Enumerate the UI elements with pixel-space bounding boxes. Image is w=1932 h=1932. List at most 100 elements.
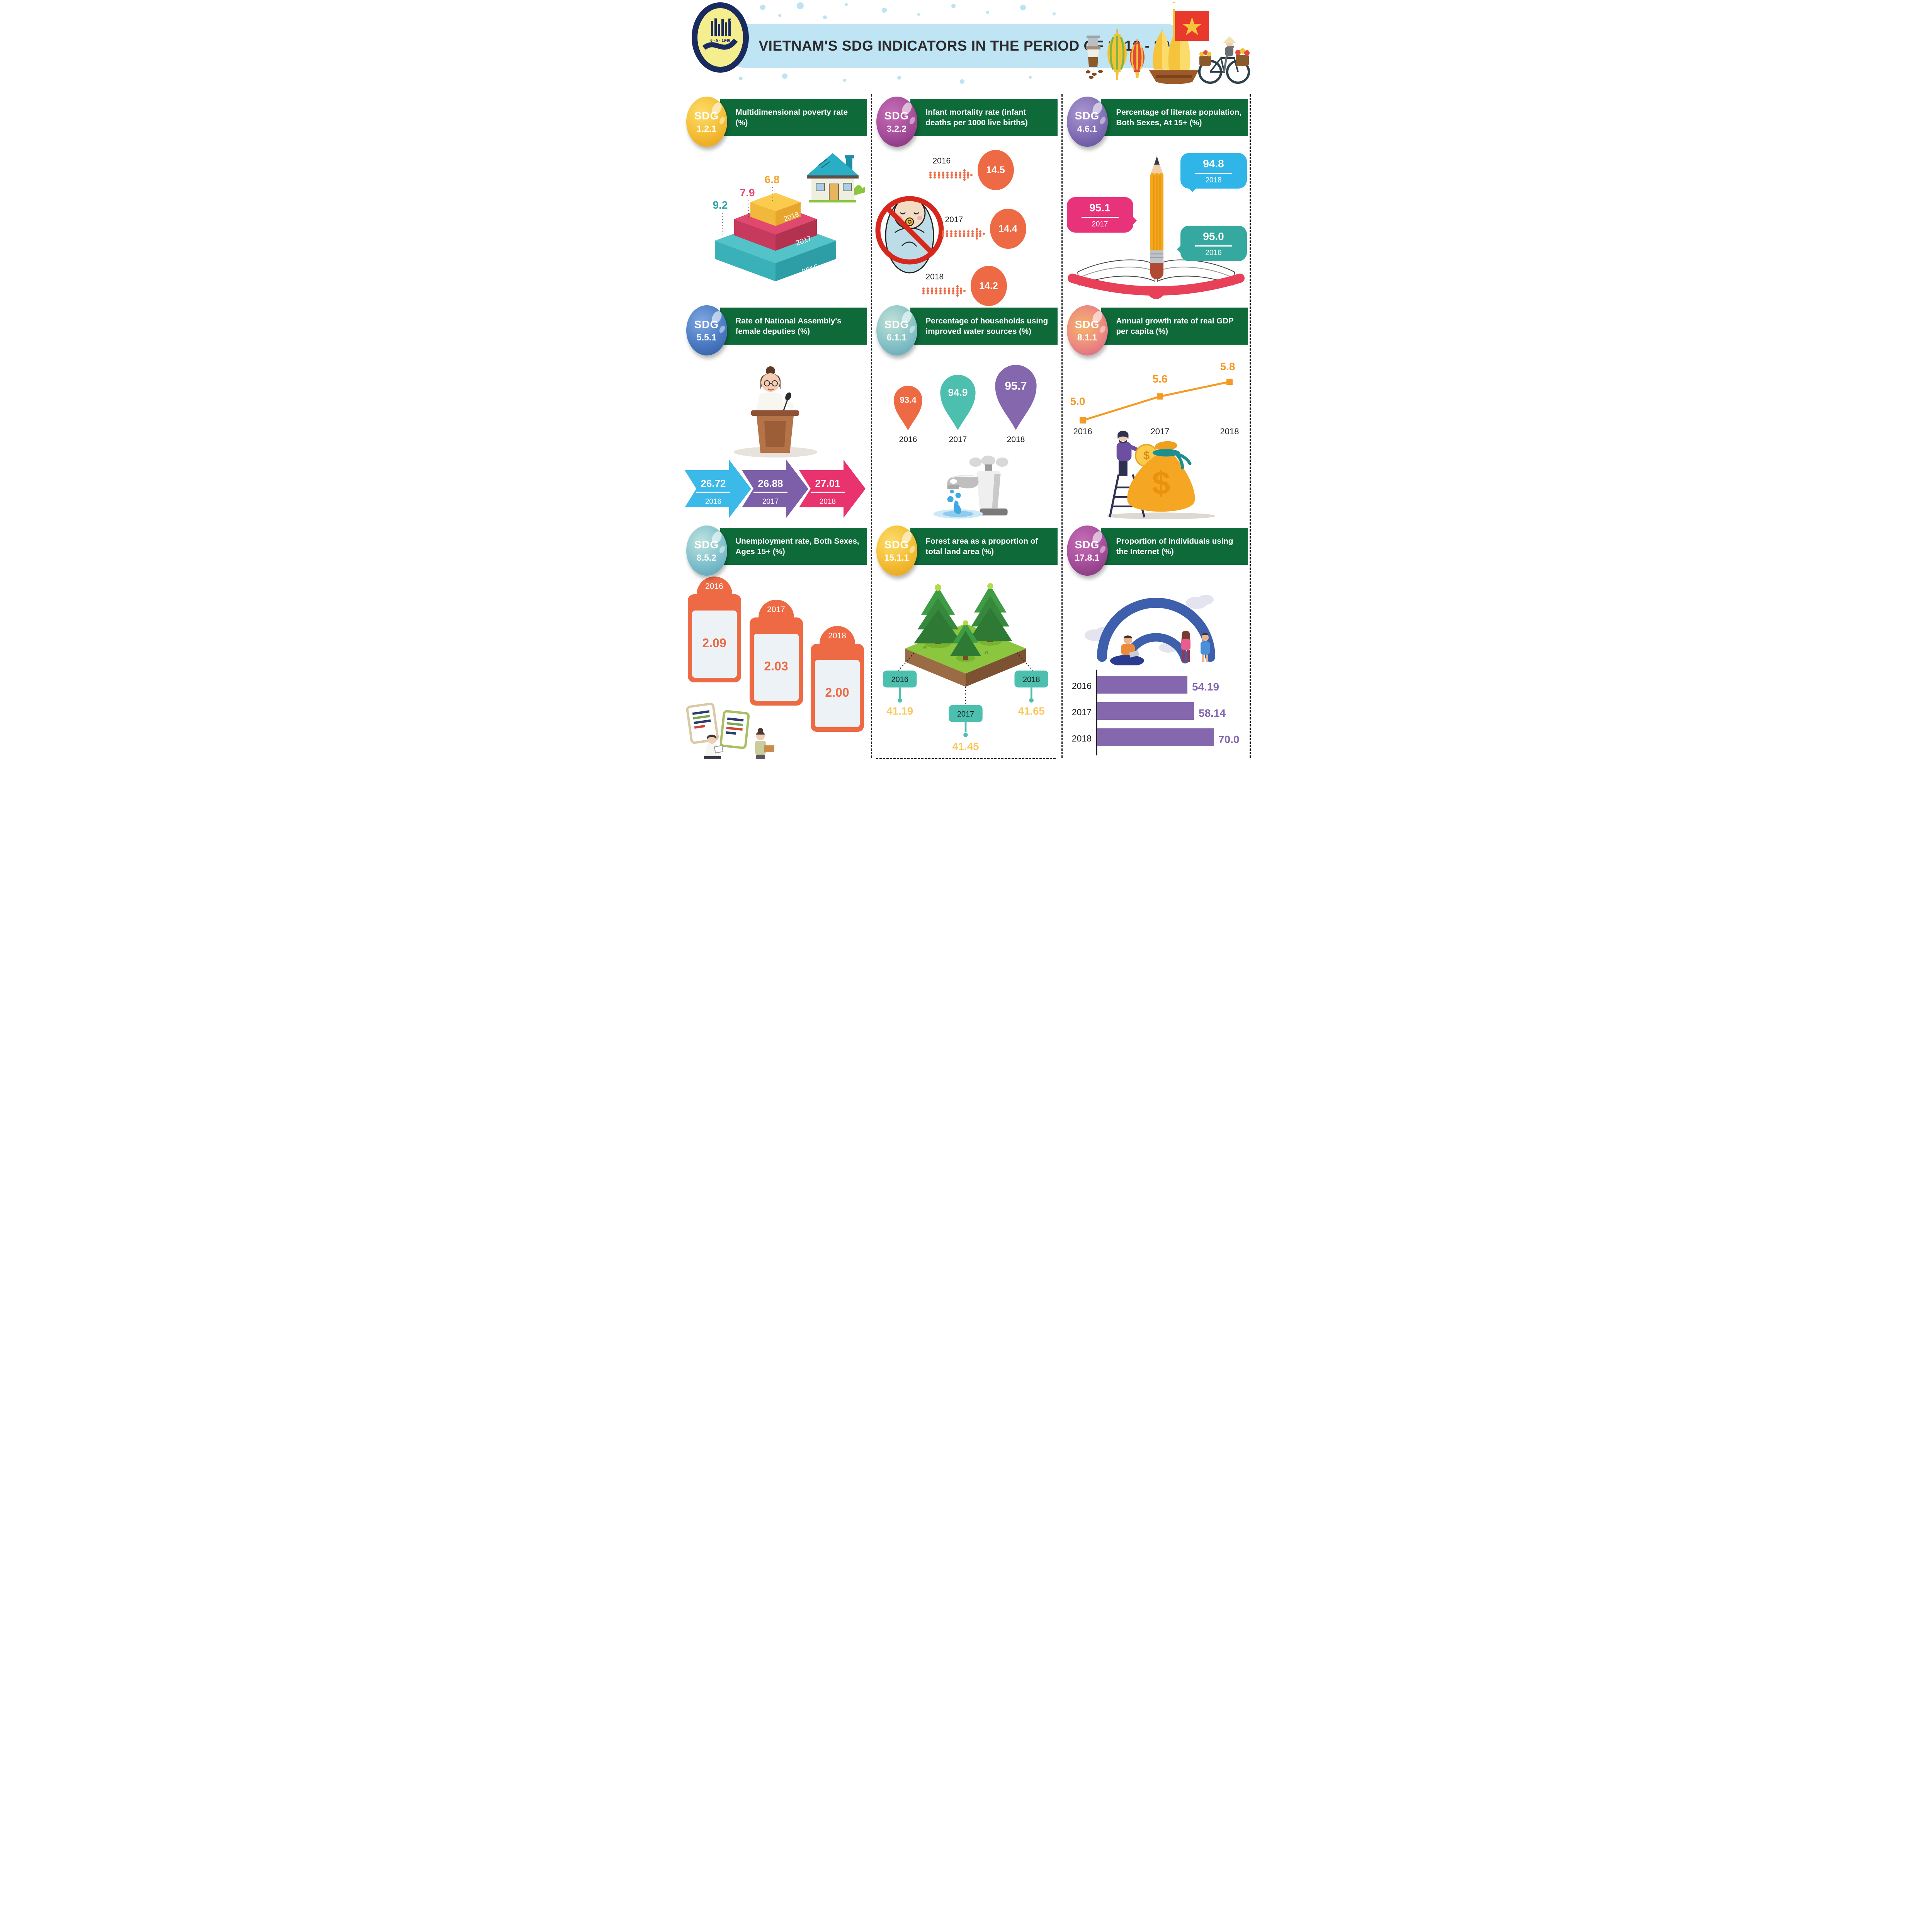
imr-left: 2018 xyxy=(920,272,968,299)
faucet-icon xyxy=(933,456,1009,519)
dot-decoration xyxy=(959,79,964,84)
vietnam-flag-icon xyxy=(1172,2,1209,60)
indicator-title: Rate of National Assembly's female deput… xyxy=(735,316,842,336)
panel-head: SDG 8.5.2 Unemployment rate, Both Sexes,… xyxy=(685,526,867,577)
sdg-badge: SDG 1.2.1 xyxy=(686,97,727,147)
clipboard-paper xyxy=(815,660,860,727)
panel-head: SDG 15.1.1 Forest area as a proportion o… xyxy=(875,526,1058,577)
value-label: 5.0 xyxy=(1070,395,1085,407)
badge-code: 17.8.1 xyxy=(1075,552,1100,563)
internet-bar-chart: 2016 54.19 2017 58.14 2018 70.0 xyxy=(1071,670,1240,755)
sdg-badge: SDG 6.1.1 xyxy=(876,305,917,355)
dot-decoration xyxy=(1028,76,1032,79)
gso-logo: CHXHCN VIỆT NAM 6 - 5 - 1946 TỔNG CỤC TH… xyxy=(691,2,749,73)
indicator-banner: Unemployment rate, Both Sexes, Ages 15+ … xyxy=(720,528,867,565)
year-label: 2018 xyxy=(1007,435,1025,444)
year-label: 2016 xyxy=(891,675,908,684)
svg-text:$: $ xyxy=(1152,465,1170,501)
indicator-banner: Percentage of households using improved … xyxy=(910,308,1058,345)
pin-2017: 94.9 2017 xyxy=(936,369,980,444)
year-label: 2017 xyxy=(767,605,785,614)
year-label: 2017 xyxy=(945,215,963,224)
dot-decoration xyxy=(951,4,956,8)
year-label: 2016 xyxy=(705,582,723,591)
panel-sdg-15-1-1: SDG 15.1.1 Forest area as a proportion o… xyxy=(871,521,1061,761)
dot-decoration xyxy=(881,8,887,13)
pin-2016: 93.4 2016 xyxy=(890,381,926,444)
panel-sdg-6-1-1: SDG 6.1.1 Percentage of households using… xyxy=(871,301,1061,521)
value-label: 95.0 xyxy=(1203,230,1224,242)
sdg-badge: SDG 3.2.2 xyxy=(876,97,917,147)
panel-sdg-5-5-1: SDG 5.5.1 Rate of National Assembly's fe… xyxy=(681,301,871,521)
woman-podium-icon xyxy=(733,366,817,457)
panel-sdg-8-5-2: SDG 8.5.2 Unemployment rate, Both Sexes,… xyxy=(681,521,871,761)
value-label: 27.01 xyxy=(815,478,840,489)
indicator-banner: Rate of National Assembly's female deput… xyxy=(720,308,867,345)
arrow-ribbons-chart: 26.72 2016 26.88 2017 27.01 2018 xyxy=(684,460,866,518)
clipboard-knob: 2016 xyxy=(696,577,732,612)
value-bubble: 14.4 xyxy=(990,209,1026,249)
badge-code: 3.2.2 xyxy=(886,123,907,134)
dot-decoration xyxy=(738,77,743,80)
clipboard-knob: 2017 xyxy=(758,600,794,635)
imr-left: 2016 xyxy=(927,156,975,184)
money-bag-icon: $ $ xyxy=(1106,430,1215,519)
gdp-growth-chart: 5.0 5.6 5.8 2016 2017 2018 xyxy=(1065,359,1248,519)
dotted-arrow-icon xyxy=(941,228,985,240)
literacy-chart: 95.1 2017 94.8 2018 95.0 2016 xyxy=(1065,150,1248,299)
wifi-people-icon xyxy=(1084,595,1215,665)
value-label: 26.72 xyxy=(701,478,726,489)
year-label: 2016 xyxy=(1073,427,1092,436)
panel-head: SDG 5.5.1 Rate of National Assembly's fe… xyxy=(685,305,867,357)
indicator-title: Percentage of households using improved … xyxy=(925,316,1048,336)
badge-code: 1.2.1 xyxy=(696,123,717,134)
panel-sdg-8-1-1: SDG 8.1.1 Annual growth rate of real GDP… xyxy=(1061,301,1252,521)
value-label: 14.2 xyxy=(979,280,998,291)
poverty-chart: 2016 2017 2018 9.2 7.9 6.8 xyxy=(685,150,867,299)
bottom-separator xyxy=(876,758,1056,759)
indicator-title: Infant mortality rate (infant deaths per… xyxy=(925,107,1028,127)
badge-code: 15.1.1 xyxy=(884,552,909,563)
panel-head: SDG 17.8.1 Proportion of individuals usi… xyxy=(1065,526,1248,577)
badge-code: 6.1.1 xyxy=(886,332,907,342)
indicator-title: Proportion of individuals using the Inte… xyxy=(1116,536,1233,556)
value-label: 54.19 xyxy=(1192,681,1219,693)
indicator-banner: Forest area as a proportion of total lan… xyxy=(910,528,1058,565)
badge-code: 5.5.1 xyxy=(696,332,717,342)
female-deputies-chart: 26.72 2016 26.88 2017 27.01 2018 xyxy=(684,359,867,519)
value-label: 70.0 xyxy=(1218,733,1240,745)
dot-decoration xyxy=(843,79,846,82)
value-label: 6.8 xyxy=(764,173,779,185)
value-label: 93.4 xyxy=(900,395,917,405)
panel-head: SDG 3.2.2 Infant mortality rate (infant … xyxy=(875,97,1058,148)
year-label: 2018 xyxy=(1205,176,1222,184)
panel-head: SDG 6.1.1 Percentage of households using… xyxy=(875,305,1058,357)
svg-text:$: $ xyxy=(1143,449,1150,462)
year-label: 2017 xyxy=(949,435,967,444)
indicator-banner: Infant mortality rate (infant deaths per… xyxy=(910,99,1058,136)
value-label: 5.6 xyxy=(1152,373,1167,385)
pyramid-chart: 2016 2017 2018 9.2 7.9 6.8 xyxy=(713,173,836,281)
pin-icon: 93.4 xyxy=(894,386,922,431)
panel-head: SDG 1.2.1 Multidimensional poverty rate … xyxy=(685,97,867,148)
indicator-banner: Percentage of literate population, Both … xyxy=(1100,99,1248,136)
value-label: 58.14 xyxy=(1199,707,1226,719)
year-label: 2016 xyxy=(899,435,917,444)
imr-row-2016: 2016 14.5 xyxy=(927,150,1014,190)
coffee-phin-icon xyxy=(1085,36,1103,79)
value-bubble: 14.5 xyxy=(977,150,1014,190)
indicator-banner: Multidimensional poverty rate (%) xyxy=(720,99,867,136)
dot-decoration xyxy=(844,3,848,6)
value-label: 41.65 xyxy=(1018,705,1044,717)
speech-bubble-2017: 95.1 2017 xyxy=(1066,197,1137,233)
forest-chart: 2016 41.19 2018 41.65 2017 41.45 xyxy=(875,579,1058,759)
clipboard-2018: 2018 2.00 xyxy=(810,626,864,732)
indicator-banner: Annual growth rate of real GDP per capit… xyxy=(1100,308,1248,345)
line-chart: 5.0 5.6 5.8 2016 2017 2018 xyxy=(1070,361,1239,436)
column-separator xyxy=(871,94,872,758)
dot-decoration xyxy=(897,76,901,80)
year-label: 2018 xyxy=(1023,675,1040,684)
no-infant-death-icon xyxy=(875,196,944,274)
clipboard-2016: 2016 2.09 xyxy=(687,577,741,682)
water-sources-chart: 93.4 2016 94.9 2017 95 xyxy=(875,359,1058,519)
